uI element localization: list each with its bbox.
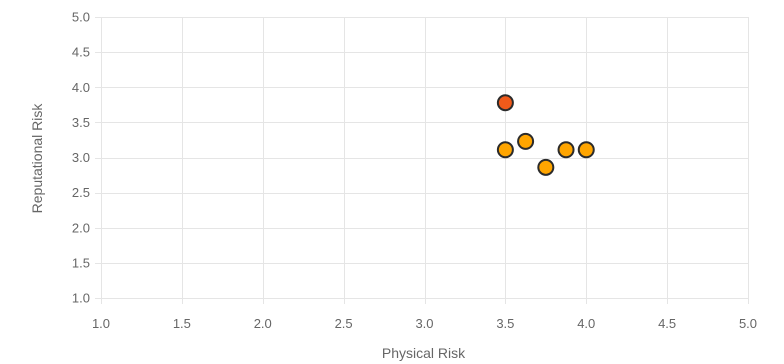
x-tick-label: 4.5 <box>658 316 676 331</box>
grid <box>95 17 749 304</box>
data-point[interactable] <box>577 141 595 159</box>
y-axis-label: Reputational Risk <box>29 103 45 214</box>
x-tick-label: 3.5 <box>496 316 514 331</box>
x-tick-label: 1.5 <box>173 316 191 331</box>
x-tick-label: 3.0 <box>415 316 433 331</box>
y-tick-label: 3.0 <box>72 150 90 165</box>
x-tick-label: 2.0 <box>254 316 272 331</box>
data-point[interactable] <box>557 141 575 159</box>
y-tick-label: 2.5 <box>72 185 90 200</box>
y-tick-label: 5.0 <box>72 10 90 25</box>
y-tick-label: 1.0 <box>72 291 90 306</box>
data-point[interactable] <box>517 132 535 150</box>
y-tick-label: 4.5 <box>72 45 90 60</box>
y-tick-label: 4.0 <box>72 80 90 95</box>
y-axis-ticks: 1.0 1.5 2.0 2.5 3.0 3.5 4.0 4.5 5.0 <box>72 10 90 306</box>
data-point[interactable] <box>496 94 514 112</box>
x-axis-ticks: 1.0 1.5 2.0 2.5 3.0 3.5 4.0 4.5 5.0 <box>92 316 757 331</box>
data-point[interactable] <box>496 141 514 159</box>
y-tick-label: 3.5 <box>72 115 90 130</box>
x-tick-label: 5.0 <box>739 316 757 331</box>
x-axis-label: Physical Risk <box>382 345 466 361</box>
x-tick-label: 1.0 <box>92 316 110 331</box>
x-tick-label: 2.5 <box>335 316 353 331</box>
x-tick-label: 4.0 <box>577 316 595 331</box>
data-point[interactable] <box>537 158 555 176</box>
data-points <box>496 94 595 176</box>
y-tick-label: 2.0 <box>72 220 90 235</box>
y-tick-label: 1.5 <box>72 255 90 270</box>
